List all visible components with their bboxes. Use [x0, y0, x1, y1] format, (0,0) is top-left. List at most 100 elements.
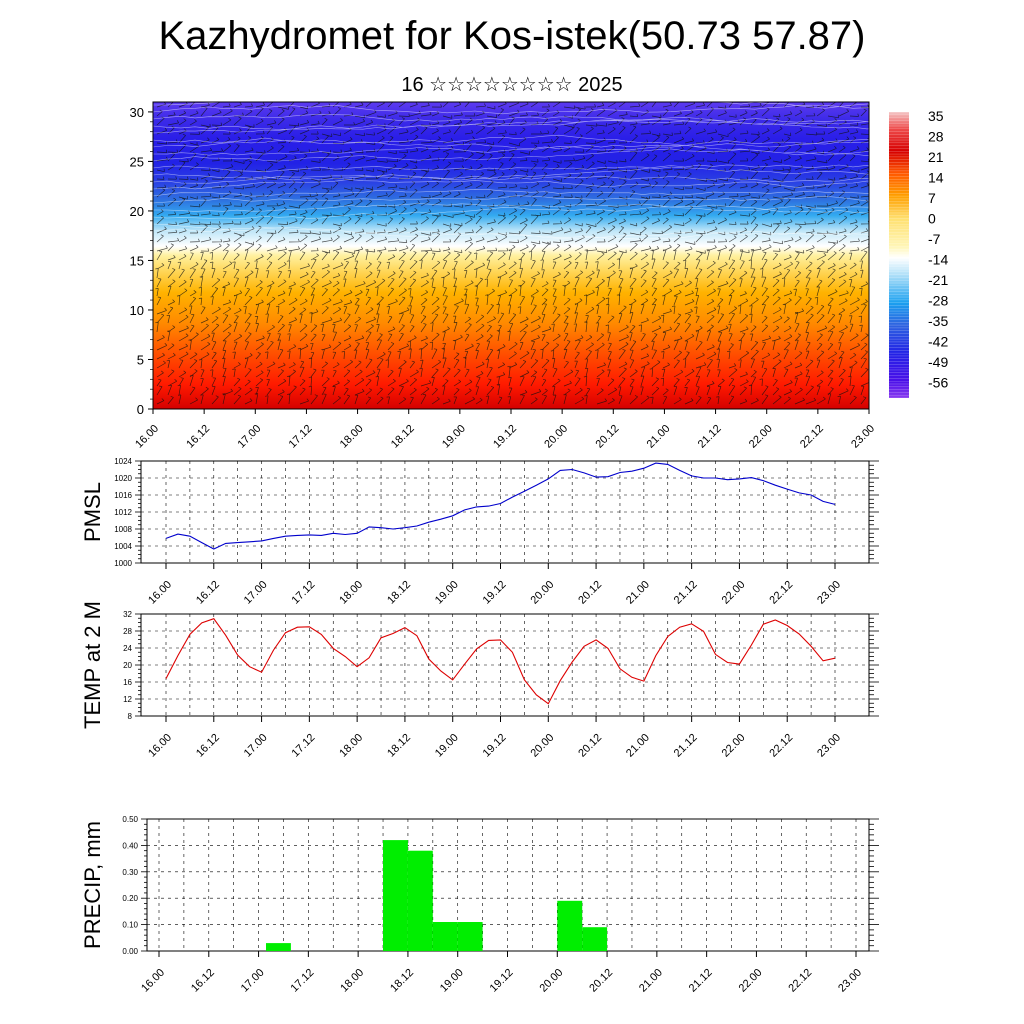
cross-y-tick-label: 15	[130, 253, 144, 268]
colorbar-label: -42	[928, 334, 948, 350]
y-tick-label: 1024	[114, 457, 132, 466]
x-tick-label: 17.00	[239, 967, 267, 995]
cross-y-tick-label: 20	[130, 204, 144, 219]
y-tick-label: 0.10	[122, 921, 138, 930]
y-tick-label: 0.20	[122, 894, 138, 903]
x-tick-label: 21.12	[672, 579, 700, 607]
colorbar-label: 7	[928, 190, 936, 206]
cross-section-field	[153, 102, 869, 409]
x-tick-label: 20.00	[528, 732, 556, 760]
cross-y-tick-label: 25	[130, 154, 144, 169]
y-tick-label: 0.00	[122, 947, 138, 956]
cross-x-tick-label: 21.12	[696, 423, 724, 451]
x-tick-label: 18.12	[385, 732, 413, 760]
y-tick-label: 0.40	[122, 841, 138, 850]
x-tick-label: 23.00	[836, 967, 864, 995]
y-axis-title: PRECIP, mm	[80, 821, 105, 949]
colorbar-label: -56	[928, 375, 948, 391]
y-tick-label: 1016	[114, 491, 132, 500]
precip-bar	[557, 900, 583, 951]
y-axis-title: TEMP at 2 M	[80, 601, 105, 729]
x-tick-label: 18.00	[338, 967, 366, 995]
x-tick-label: 16.00	[139, 967, 167, 995]
wind-barbs	[153, 102, 869, 405]
cross-x-tick-label: 23.00	[849, 423, 877, 451]
colorbar-label: -35	[928, 313, 948, 329]
x-tick-label: 19.00	[433, 732, 461, 760]
cross-y-tick-label: 0	[137, 402, 144, 417]
cross-x-tick-label: 20.12	[593, 423, 621, 451]
precip-bar	[582, 927, 608, 951]
x-tick-label: 19.00	[438, 967, 466, 995]
colorbar-label: -28	[928, 293, 948, 309]
y-tick-label: 24	[123, 644, 132, 653]
x-tick-label: 17.00	[242, 579, 270, 607]
y-tick-label: 12	[123, 695, 132, 704]
y-tick-label: 1008	[114, 525, 132, 534]
page-title: Kazhydromet for Kos-istek(50.73 57.87)	[158, 14, 866, 58]
x-tick-label: 20.12	[576, 732, 604, 760]
x-tick-label: 23.00	[815, 732, 843, 760]
y-tick-label: 28	[123, 627, 132, 636]
page-subtitle: 16 ☆☆☆☆☆☆☆☆ 2025	[401, 74, 623, 96]
cross-x-tick-label: 17.12	[287, 423, 315, 451]
y-tick-label: 1020	[114, 474, 132, 483]
cross-x-tick-label: 18.12	[389, 423, 417, 451]
x-tick-label: 18.00	[337, 579, 365, 607]
colorbar-label: 28	[928, 129, 944, 145]
x-tick-label: 21.00	[637, 967, 665, 995]
x-tick-label: 16.00	[146, 732, 174, 760]
colorbar-label: 21	[928, 149, 944, 165]
precip-panel: 0.00 0.10 0.20 0.30 0.40 0.50 16.00 16.12 17.00 1…	[80, 815, 879, 995]
x-tick-label: 19.00	[433, 579, 461, 607]
x-tick-label: 19.12	[481, 579, 509, 607]
cross-x-tick-label: 22.00	[747, 423, 775, 451]
precip-bar	[432, 922, 458, 951]
y-tick-label: 20	[123, 661, 132, 670]
x-tick-label: 22.12	[767, 732, 795, 760]
y-tick-label: 1004	[114, 542, 132, 551]
cross-x-tick-label: 20.00	[542, 423, 570, 451]
colorbar-label: -14	[928, 252, 948, 268]
x-tick-label: 16.12	[194, 579, 222, 607]
cross-y-tick-label: 10	[130, 303, 144, 318]
y-tick-label: 32	[123, 610, 132, 619]
cross-x-tick-label: 21.00	[645, 423, 673, 451]
x-tick-label: 17.12	[290, 579, 318, 607]
precip-bar	[383, 840, 408, 951]
x-tick-label: 22.12	[786, 967, 814, 995]
x-tick-label: 18.12	[385, 579, 413, 607]
x-tick-label: 19.12	[481, 732, 509, 760]
x-tick-label: 21.00	[624, 579, 652, 607]
x-tick-label: 22.00	[720, 732, 748, 760]
y-tick-label: 1000	[114, 559, 132, 568]
cross-x-tick-label: 19.12	[491, 423, 519, 451]
x-tick-label: 17.00	[242, 732, 270, 760]
x-tick-label: 21.12	[672, 732, 700, 760]
precip-bar	[407, 850, 433, 951]
x-tick-label: 18.12	[388, 967, 416, 995]
cross-x-tick-label: 18.00	[338, 423, 366, 451]
colorbar-label: -21	[928, 272, 948, 288]
y-tick-label: 8	[128, 712, 133, 721]
colorbar-label: 0	[928, 211, 936, 227]
x-tick-label: 17.12	[290, 732, 318, 760]
x-tick-label: 20.00	[537, 967, 565, 995]
temp-panel: 8 12 16 20 24 28 32 16.00 16.12 17.00 17.12 18.00 18…	[80, 601, 879, 760]
x-tick-label: 20.00	[528, 579, 556, 607]
colorbar-label: 14	[928, 170, 944, 186]
x-tick-label: 19.12	[488, 967, 516, 995]
x-tick-label: 21.12	[687, 967, 715, 995]
cross-y-tick-label: 5	[137, 352, 144, 367]
cross-x-tick-label: 19.00	[440, 423, 468, 451]
pmsl-panel: 1000 1004 1008 1012 1016 1020 1024 16.00 16.12 17…	[80, 457, 879, 607]
colorbar-label: 35	[928, 108, 944, 124]
cross-section-panel: 0 5 10 15 20 25 30 16.00 16.12 17.00 17.12 18.00 18.…	[130, 101, 877, 451]
y-axis-title: PMSL	[80, 482, 105, 542]
y-tick-label: 16	[123, 678, 132, 687]
x-tick-label: 20.12	[587, 967, 615, 995]
y-tick-label: 0.50	[122, 815, 138, 824]
x-tick-label: 22.00	[737, 967, 765, 995]
x-tick-label: 22.00	[720, 579, 748, 607]
